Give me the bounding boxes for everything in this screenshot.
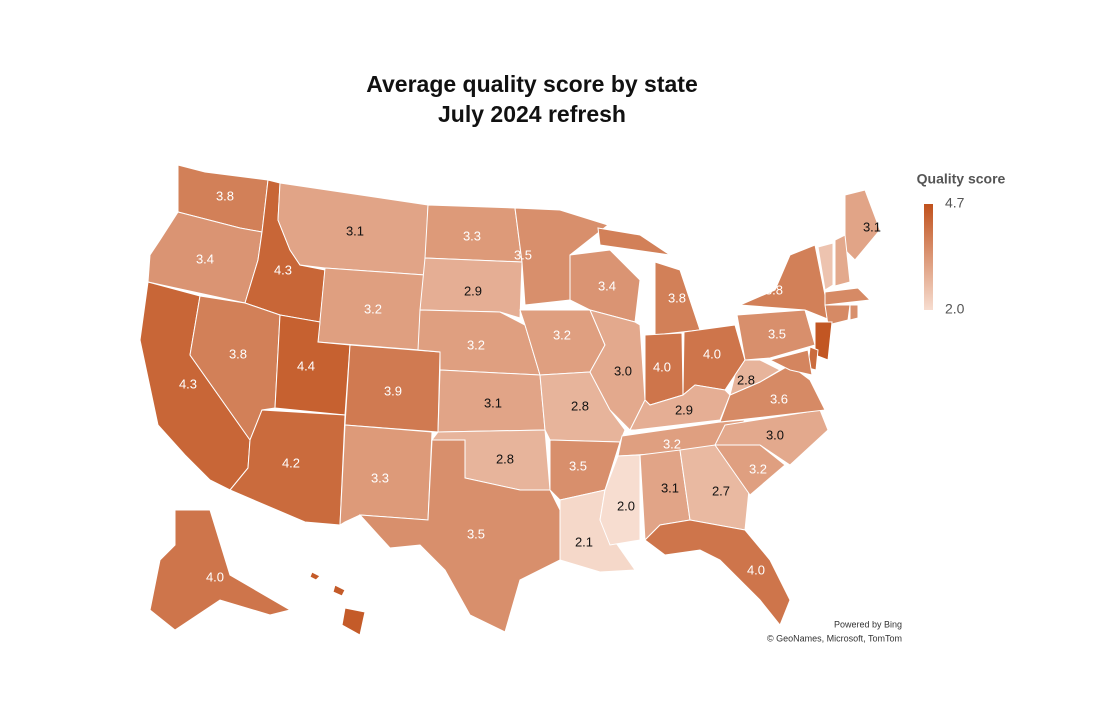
region <box>599 454 641 546</box>
region <box>849 304 859 321</box>
data-label: 3.8 <box>216 188 234 203</box>
data-label: 3.0 <box>766 427 784 442</box>
data-label: 4.0 <box>747 562 765 577</box>
attribution: Powered by Bing <box>834 619 902 629</box>
data-label: 3.5 <box>768 326 786 341</box>
data-label: 3.5 <box>569 458 587 473</box>
region <box>824 287 872 306</box>
data-label: 4.2 <box>282 455 300 470</box>
data-label: 4.0 <box>206 569 224 584</box>
data-label: 3.1 <box>346 223 364 238</box>
data-label: 3.5 <box>514 247 532 262</box>
region <box>149 509 292 631</box>
data-label: 4.4 <box>297 358 315 373</box>
region <box>644 519 791 626</box>
data-label: 2.7 <box>712 483 730 498</box>
data-label: 4.3 <box>179 376 197 391</box>
data-label: 4.0 <box>653 359 671 374</box>
data-label: 2.1 <box>575 534 593 549</box>
region <box>597 227 671 256</box>
region <box>419 257 523 319</box>
map-title: Average quality score by state <box>366 71 698 97</box>
legend-tick-label: 2.0 <box>945 301 965 317</box>
attribution: © GeoNames, Microsoft, TomTom <box>767 633 902 643</box>
data-label: 3.2 <box>749 461 767 476</box>
data-label: 3.4 <box>196 251 214 266</box>
data-label: 3.3 <box>371 470 389 485</box>
data-label: 3.0 <box>614 363 632 378</box>
data-label: 3.1 <box>863 219 881 234</box>
region <box>736 309 816 361</box>
data-label: 2.0 <box>617 498 635 513</box>
region <box>768 349 813 376</box>
data-label: 3.6 <box>770 391 788 406</box>
data-label: 4.3 <box>274 262 292 277</box>
legend-title: Quality score <box>917 171 1006 187</box>
data-label: 3.1 <box>484 395 502 410</box>
map-subtitle: July 2024 refresh <box>438 101 626 127</box>
region <box>814 321 833 361</box>
data-label: 2.8 <box>737 372 755 387</box>
region <box>309 571 321 581</box>
region <box>739 244 831 321</box>
data-label: 3.8 <box>229 346 247 361</box>
data-label: 2.9 <box>464 283 482 298</box>
legend-tick-label: 4.7 <box>945 195 965 211</box>
data-label: 3.9 <box>384 383 402 398</box>
data-label: 3.2 <box>364 301 382 316</box>
data-label: 3.2 <box>663 436 681 451</box>
region <box>341 607 366 636</box>
region <box>817 242 834 291</box>
data-label: 2.8 <box>496 451 514 466</box>
data-label: 3.8 <box>668 290 686 305</box>
data-label: 3.3 <box>463 228 481 243</box>
data-label: 3.8 <box>765 282 783 297</box>
region <box>358 439 561 633</box>
data-label: 2.8 <box>571 398 589 413</box>
data-label: 3.2 <box>467 337 485 352</box>
data-label: 3.4 <box>598 278 616 293</box>
data-label: 3.1 <box>661 480 679 495</box>
data-label: 3.5 <box>467 526 485 541</box>
region <box>332 584 346 597</box>
data-label: 3.2 <box>553 327 571 342</box>
region <box>834 234 851 287</box>
data-label: 2.9 <box>675 402 693 417</box>
region <box>629 384 731 431</box>
region <box>189 295 281 442</box>
data-label: 4.0 <box>703 346 721 361</box>
legend-gradient <box>924 204 933 310</box>
region <box>824 304 851 326</box>
